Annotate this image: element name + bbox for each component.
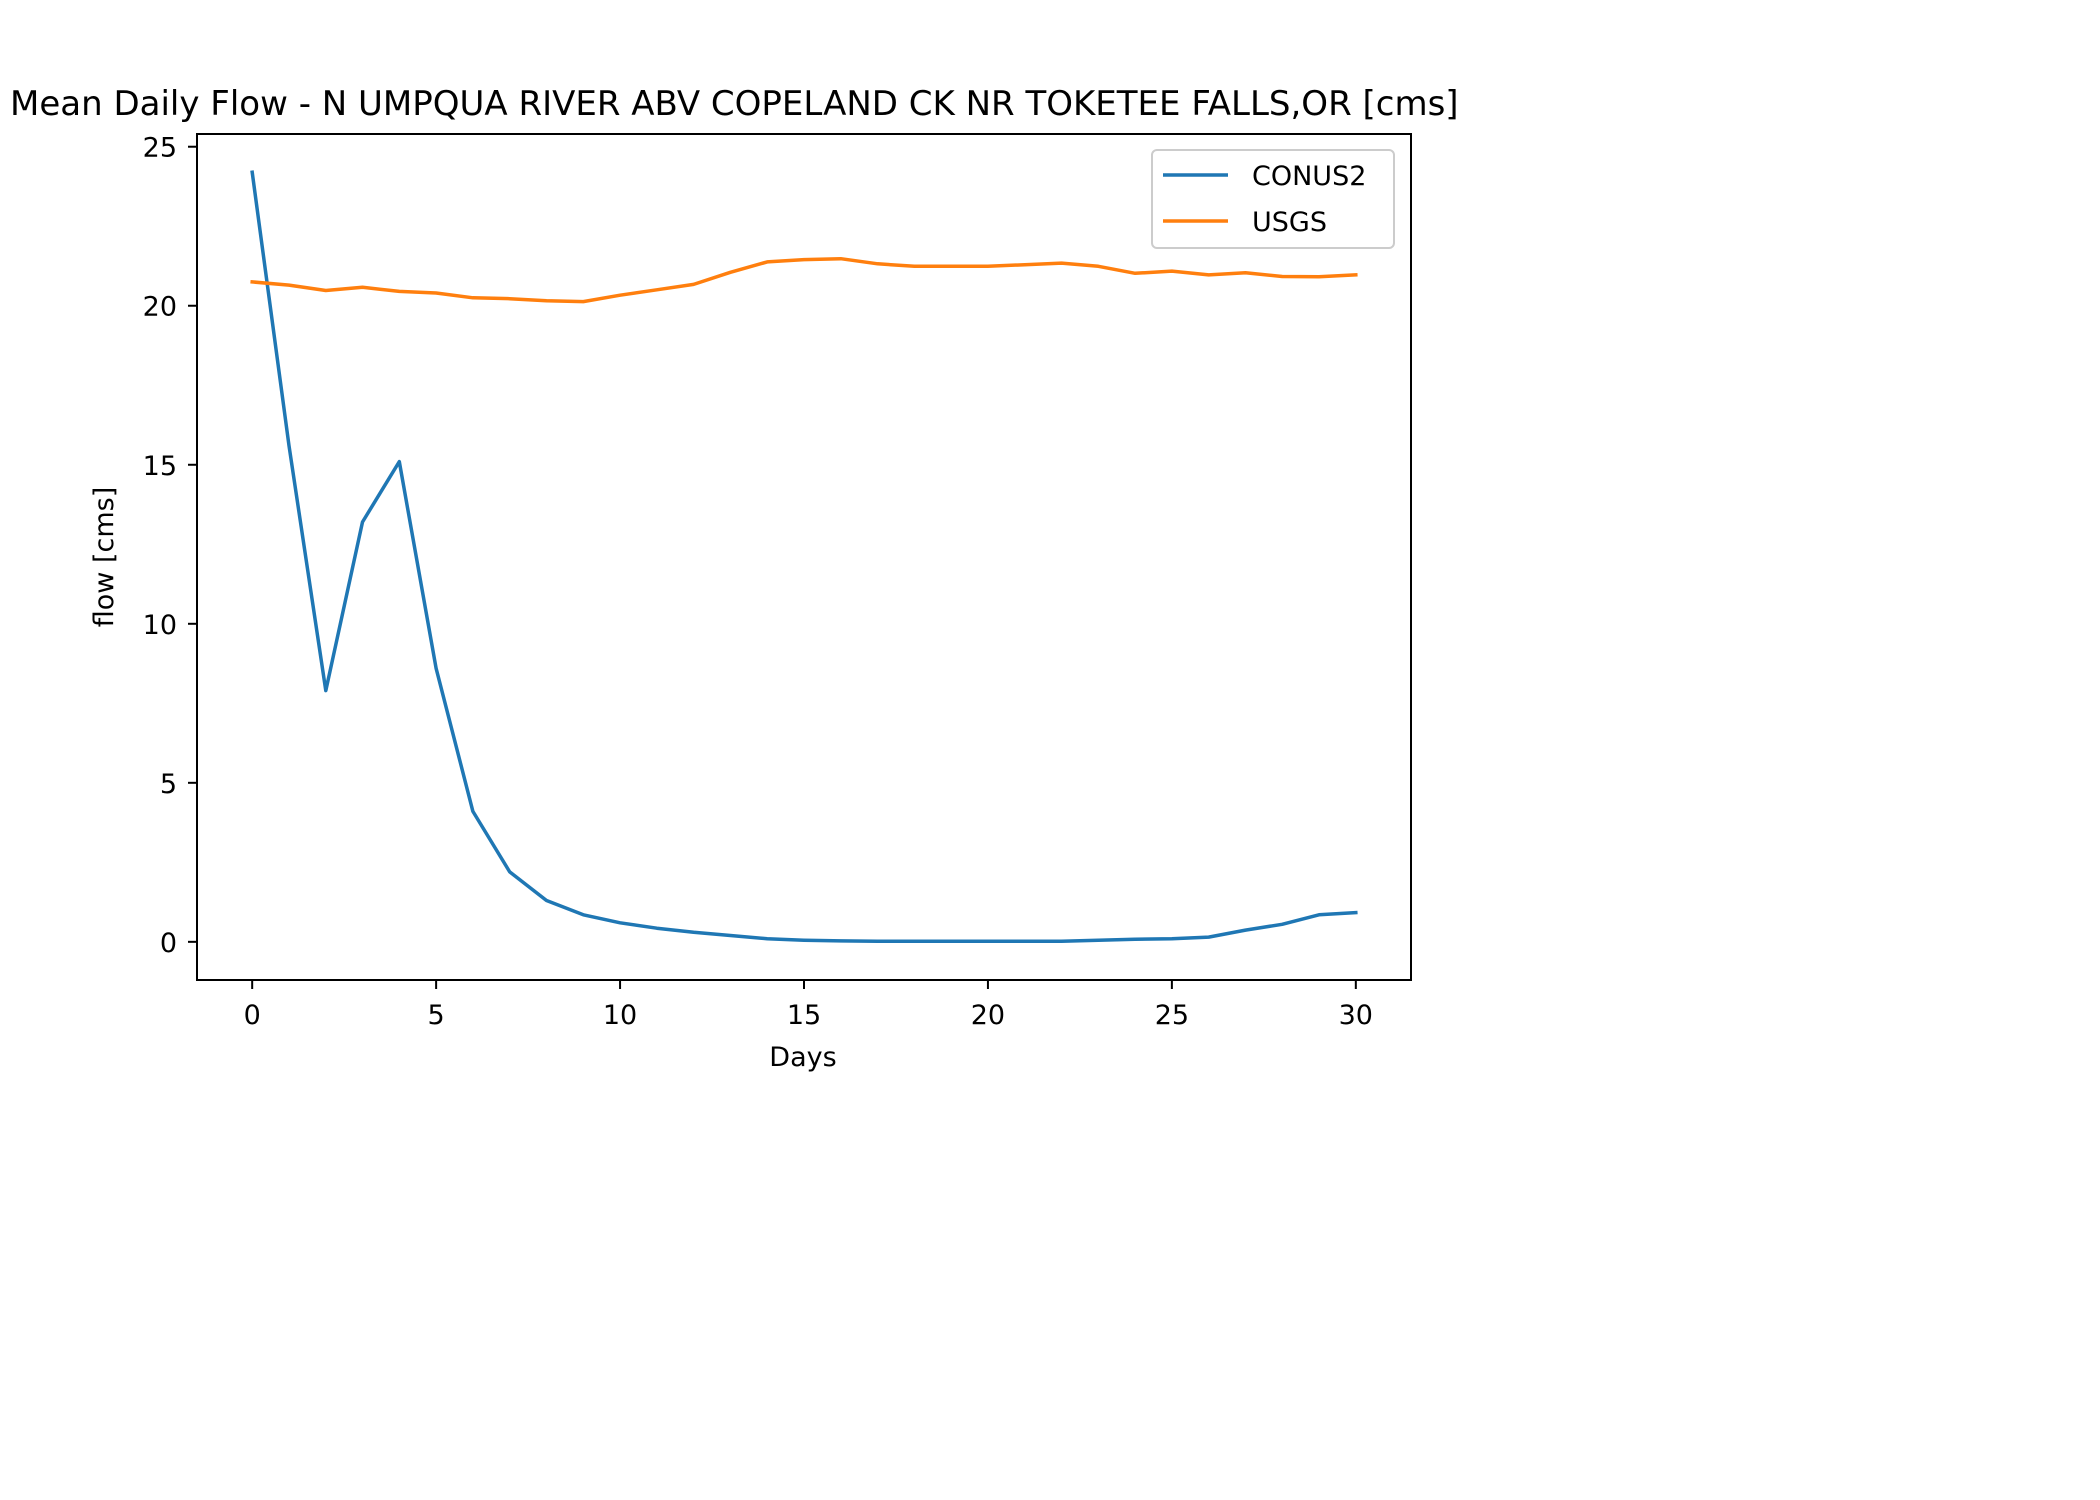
y-tick-label: 10 <box>143 610 177 641</box>
line-chart: Mean Daily Flow - N UMPQUA RIVER ABV COP… <box>10 84 1459 1073</box>
x-axis-ticks: 0 5 10 15 20 25 30 <box>244 980 1373 1031</box>
y-tick-label: 5 <box>160 769 177 800</box>
legend-label-conus2: CONUS2 <box>1252 161 1366 192</box>
y-axis-ticks: 0 5 10 15 20 25 <box>143 133 197 959</box>
x-tick-label: 25 <box>1155 1000 1189 1031</box>
legend: CONUS2 USGS <box>1151 149 1395 249</box>
y-tick-label: 15 <box>143 451 177 482</box>
series-layer <box>250 170 1358 943</box>
x-axis-label: Days <box>769 1042 836 1073</box>
chart-title: Mean Daily Flow - N UMPQUA RIVER ABV COP… <box>10 84 1459 124</box>
y-tick-label: 20 <box>143 292 177 323</box>
y-axis-label: flow [cms] <box>89 487 120 627</box>
series-line-conus2 <box>250 170 1358 943</box>
x-tick-label: 10 <box>603 1000 637 1031</box>
y-tick-label: 25 <box>143 133 177 164</box>
series-line-usgs <box>250 256 1358 304</box>
legend-label-usgs: USGS <box>1252 207 1327 238</box>
x-tick-label: 15 <box>787 1000 821 1031</box>
x-tick-label: 20 <box>971 1000 1005 1031</box>
y-tick-label: 0 <box>160 928 177 959</box>
x-tick-label: 30 <box>1339 1000 1373 1031</box>
x-tick-label: 5 <box>428 1000 445 1031</box>
x-tick-label: 0 <box>244 1000 261 1031</box>
